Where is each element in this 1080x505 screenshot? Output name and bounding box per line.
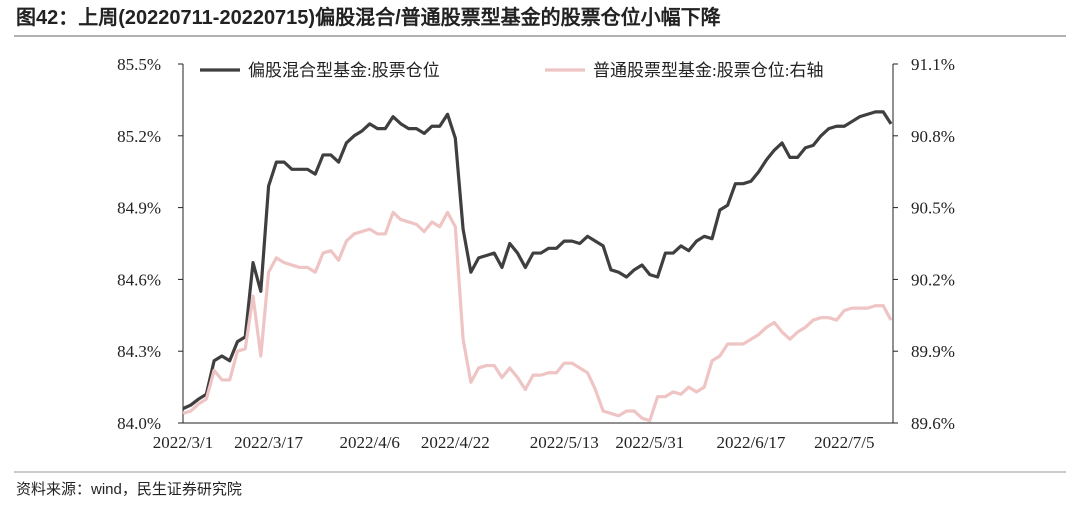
series-line <box>182 110 893 411</box>
x-tick-label: 2022/6/17 <box>716 433 785 452</box>
y2-tick-label: 90.8% <box>911 127 955 146</box>
x-tick-label: 2022/7/5 <box>814 433 874 452</box>
y2-tick-label: 90.5% <box>911 199 955 218</box>
y-tick-label: 84.9% <box>117 199 161 218</box>
x-tick-label: 2022/4/6 <box>339 433 399 452</box>
y2-tick-label: 89.6% <box>911 414 955 433</box>
y-tick-label: 84.6% <box>117 270 161 289</box>
y-tick-label: 84.0% <box>117 414 161 433</box>
y2-tick-label: 89.9% <box>911 342 955 361</box>
legend-label: 偏股混合型基金:股票仓位 <box>248 61 440 80</box>
source: 资料来源：wind，民生证券研究院 <box>16 480 242 498</box>
chart-title: 图42：上周(20220711-20220715)偏股混合/普通股票型基金的股票… <box>16 5 722 29</box>
x-tick-label: 2022/5/13 <box>530 433 599 452</box>
x-tick-label: 2022/3/17 <box>234 433 303 452</box>
x-tick-label: 2022/5/31 <box>615 433 684 452</box>
y-tick-label: 84.3% <box>117 342 161 361</box>
y2-tick-label: 90.2% <box>911 270 955 289</box>
y-tick-label: 85.2% <box>117 127 161 146</box>
series-line <box>182 210 893 423</box>
legend-label: 普通股票型基金:股票仓位:右轴 <box>593 61 823 80</box>
x-tick-label: 2022/4/22 <box>421 433 490 452</box>
y-tick-label: 85.5% <box>117 55 161 74</box>
y2-tick-label: 91.1% <box>911 55 955 74</box>
x-tick-label: 2022/3/1 <box>153 433 213 452</box>
